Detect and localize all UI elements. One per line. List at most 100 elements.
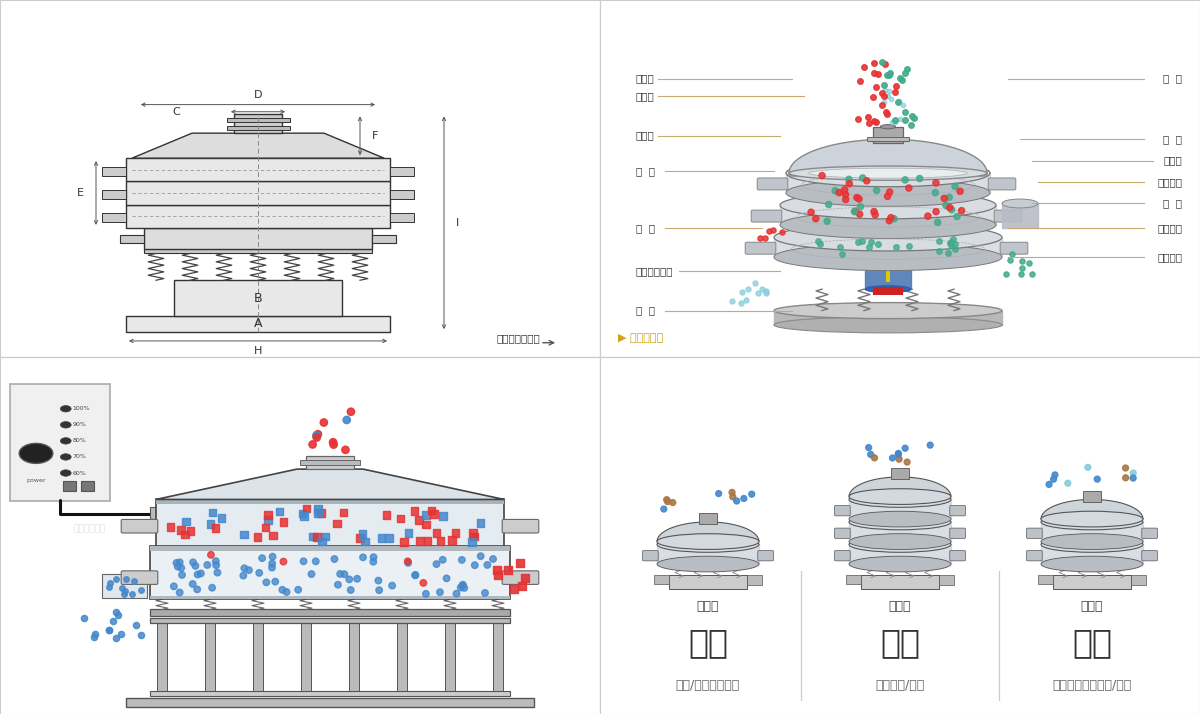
Ellipse shape xyxy=(774,243,1002,271)
Point xyxy=(745,278,764,289)
Point xyxy=(902,110,922,121)
Point xyxy=(722,295,742,306)
Point xyxy=(895,106,914,118)
Text: 振动电机: 振动电机 xyxy=(1157,223,1182,233)
Point xyxy=(463,536,482,548)
Point xyxy=(132,584,151,595)
Point xyxy=(1003,248,1022,260)
Point xyxy=(442,534,461,545)
FancyBboxPatch shape xyxy=(102,167,126,176)
Text: F: F xyxy=(372,131,378,141)
Point xyxy=(840,178,859,189)
Point xyxy=(418,535,437,546)
Circle shape xyxy=(60,470,71,476)
Point xyxy=(270,506,289,517)
Polygon shape xyxy=(804,232,972,257)
Point xyxy=(256,522,275,533)
Text: 60%: 60% xyxy=(72,471,86,476)
Point xyxy=(877,70,896,81)
Point xyxy=(170,587,190,598)
Point xyxy=(404,505,424,516)
Point xyxy=(899,182,918,193)
FancyBboxPatch shape xyxy=(150,609,510,615)
Point xyxy=(248,531,268,543)
Point xyxy=(1012,268,1031,280)
Text: I: I xyxy=(456,218,460,228)
Point xyxy=(850,193,869,205)
Point xyxy=(421,505,440,516)
Point xyxy=(858,111,877,123)
Point xyxy=(895,174,914,186)
Point xyxy=(324,439,343,451)
Point xyxy=(341,406,360,418)
Point xyxy=(755,233,774,244)
FancyBboxPatch shape xyxy=(205,618,216,696)
Point xyxy=(364,556,383,568)
Point xyxy=(875,59,894,70)
Point xyxy=(398,557,418,568)
Point xyxy=(872,87,892,99)
FancyBboxPatch shape xyxy=(503,571,539,584)
Point xyxy=(466,560,485,571)
Point xyxy=(395,536,414,548)
Point xyxy=(890,113,910,124)
Point xyxy=(274,516,293,528)
Text: 100%: 100% xyxy=(72,406,90,411)
Point xyxy=(416,519,436,531)
Point xyxy=(898,456,917,468)
Point xyxy=(880,186,899,198)
FancyBboxPatch shape xyxy=(390,167,414,176)
Point xyxy=(409,514,428,526)
Point xyxy=(512,580,532,592)
FancyBboxPatch shape xyxy=(300,460,360,465)
FancyBboxPatch shape xyxy=(654,575,670,584)
Point xyxy=(104,615,124,626)
FancyBboxPatch shape xyxy=(80,481,94,491)
Point xyxy=(820,198,839,210)
Point xyxy=(186,560,205,572)
Point xyxy=(455,582,474,593)
Point xyxy=(940,202,959,213)
Ellipse shape xyxy=(850,556,952,572)
Point xyxy=(749,288,768,299)
FancyBboxPatch shape xyxy=(156,500,504,504)
Circle shape xyxy=(19,443,53,463)
Point xyxy=(862,236,881,248)
Point xyxy=(1000,254,1019,266)
Point xyxy=(868,185,887,196)
Text: A: A xyxy=(253,318,263,331)
Point xyxy=(203,507,222,518)
FancyBboxPatch shape xyxy=(126,316,390,332)
Text: 过滤: 过滤 xyxy=(880,626,920,659)
Text: 振动筛示意图: 振动筛示意图 xyxy=(158,524,190,533)
Polygon shape xyxy=(658,522,760,542)
Point xyxy=(329,579,348,590)
FancyBboxPatch shape xyxy=(156,500,504,545)
FancyBboxPatch shape xyxy=(1132,575,1146,585)
Point xyxy=(859,241,878,253)
Point xyxy=(372,532,391,543)
Point xyxy=(398,555,418,567)
Point xyxy=(250,567,269,578)
Point xyxy=(100,578,119,589)
Point xyxy=(929,236,948,247)
Point xyxy=(848,113,868,124)
Point xyxy=(654,503,673,515)
Point xyxy=(354,552,373,563)
Text: 防尘盖: 防尘盖 xyxy=(636,91,655,101)
Point xyxy=(176,516,196,528)
Point xyxy=(864,206,883,217)
Point xyxy=(172,524,191,536)
FancyBboxPatch shape xyxy=(950,550,965,561)
Point xyxy=(876,106,895,118)
Point xyxy=(431,586,450,598)
Point xyxy=(866,81,886,93)
Point xyxy=(889,448,908,459)
FancyBboxPatch shape xyxy=(846,575,862,584)
Point xyxy=(510,558,529,569)
Point xyxy=(335,568,354,580)
Point xyxy=(472,550,491,562)
Ellipse shape xyxy=(658,534,760,550)
Point xyxy=(868,238,887,250)
Text: 单层式: 单层式 xyxy=(697,600,719,613)
